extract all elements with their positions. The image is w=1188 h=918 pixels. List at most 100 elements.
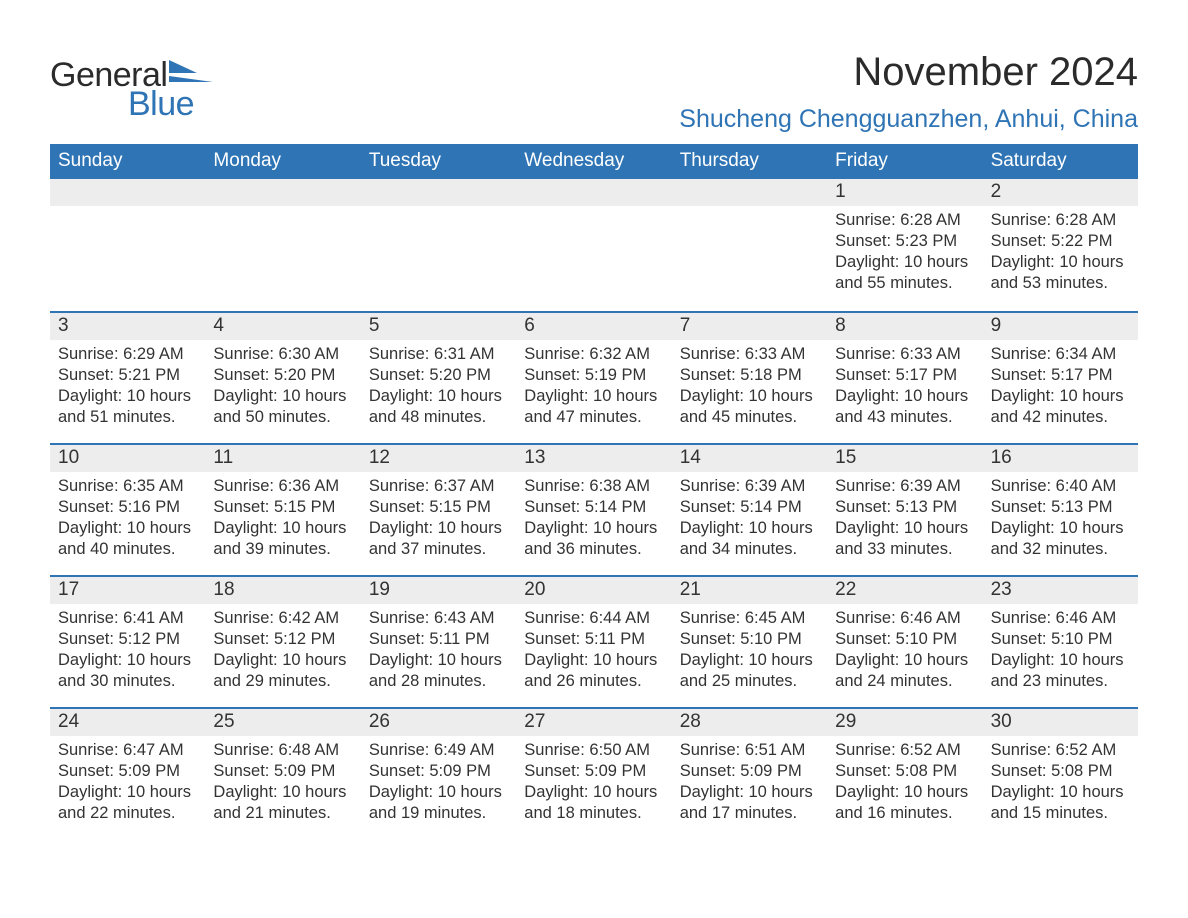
day-details: Sunrise: 6:28 AMSunset: 5:23 PMDaylight:… xyxy=(827,206,982,294)
daylight-line1: Daylight: 10 hours xyxy=(835,518,974,539)
day-details: Sunrise: 6:39 AMSunset: 5:13 PMDaylight:… xyxy=(827,472,982,560)
daylight-line1: Daylight: 10 hours xyxy=(991,782,1130,803)
sunset-text: Sunset: 5:21 PM xyxy=(58,365,197,386)
sunrise-text: Sunrise: 6:47 AM xyxy=(58,740,197,761)
sunrise-text: Sunrise: 6:39 AM xyxy=(835,476,974,497)
weekday-header-cell: Tuesday xyxy=(361,144,516,179)
daylight-line2: and 32 minutes. xyxy=(991,539,1130,560)
sunset-text: Sunset: 5:10 PM xyxy=(680,629,819,650)
calendar-empty-cell xyxy=(516,179,671,311)
daylight-line2: and 53 minutes. xyxy=(991,273,1130,294)
daylight-line2: and 17 minutes. xyxy=(680,803,819,824)
day-details: Sunrise: 6:52 AMSunset: 5:08 PMDaylight:… xyxy=(983,736,1138,824)
calendar-day-cell: 1Sunrise: 6:28 AMSunset: 5:23 PMDaylight… xyxy=(827,179,982,311)
sunrise-text: Sunrise: 6:46 AM xyxy=(991,608,1130,629)
day-details: Sunrise: 6:41 AMSunset: 5:12 PMDaylight:… xyxy=(50,604,205,692)
day-number-row-empty xyxy=(516,179,671,206)
daylight-line1: Daylight: 10 hours xyxy=(680,650,819,671)
calendar-empty-cell xyxy=(672,179,827,311)
sunset-text: Sunset: 5:17 PM xyxy=(835,365,974,386)
sunset-text: Sunset: 5:17 PM xyxy=(991,365,1130,386)
day-number: 19 xyxy=(361,575,516,604)
day-details: Sunrise: 6:42 AMSunset: 5:12 PMDaylight:… xyxy=(205,604,360,692)
calendar-day-cell: 11Sunrise: 6:36 AMSunset: 5:15 PMDayligh… xyxy=(205,443,360,575)
calendar-day-cell: 18Sunrise: 6:42 AMSunset: 5:12 PMDayligh… xyxy=(205,575,360,707)
daylight-line2: and 21 minutes. xyxy=(213,803,352,824)
day-number: 26 xyxy=(361,707,516,736)
day-details: Sunrise: 6:33 AMSunset: 5:17 PMDaylight:… xyxy=(827,340,982,428)
daylight-line1: Daylight: 10 hours xyxy=(991,650,1130,671)
page-header: General Blue November 2024 Shucheng Chen… xyxy=(50,50,1138,134)
sunset-text: Sunset: 5:22 PM xyxy=(991,231,1130,252)
daylight-line1: Daylight: 10 hours xyxy=(58,782,197,803)
daylight-line1: Daylight: 10 hours xyxy=(369,782,508,803)
sunrise-text: Sunrise: 6:28 AM xyxy=(835,210,974,231)
daylight-line1: Daylight: 10 hours xyxy=(213,518,352,539)
daylight-line1: Daylight: 10 hours xyxy=(524,386,663,407)
daylight-line2: and 40 minutes. xyxy=(58,539,197,560)
day-number: 20 xyxy=(516,575,671,604)
sunrise-text: Sunrise: 6:32 AM xyxy=(524,344,663,365)
day-details: Sunrise: 6:35 AMSunset: 5:16 PMDaylight:… xyxy=(50,472,205,560)
sunrise-text: Sunrise: 6:52 AM xyxy=(991,740,1130,761)
daylight-line1: Daylight: 10 hours xyxy=(369,650,508,671)
calendar-day-cell: 30Sunrise: 6:52 AMSunset: 5:08 PMDayligh… xyxy=(983,707,1138,839)
day-number-row-empty xyxy=(50,179,205,206)
daylight-line2: and 42 minutes. xyxy=(991,407,1130,428)
daylight-line2: and 48 minutes. xyxy=(369,407,508,428)
sunrise-text: Sunrise: 6:51 AM xyxy=(680,740,819,761)
day-number-row-empty xyxy=(672,179,827,206)
day-details: Sunrise: 6:34 AMSunset: 5:17 PMDaylight:… xyxy=(983,340,1138,428)
daylight-line2: and 28 minutes. xyxy=(369,671,508,692)
sunset-text: Sunset: 5:10 PM xyxy=(991,629,1130,650)
calendar-day-cell: 13Sunrise: 6:38 AMSunset: 5:14 PMDayligh… xyxy=(516,443,671,575)
sunrise-text: Sunrise: 6:33 AM xyxy=(835,344,974,365)
calendar-day-cell: 20Sunrise: 6:44 AMSunset: 5:11 PMDayligh… xyxy=(516,575,671,707)
daylight-line2: and 51 minutes. xyxy=(58,407,197,428)
daylight-line1: Daylight: 10 hours xyxy=(835,386,974,407)
calendar-day-cell: 28Sunrise: 6:51 AMSunset: 5:09 PMDayligh… xyxy=(672,707,827,839)
sunset-text: Sunset: 5:15 PM xyxy=(213,497,352,518)
sunrise-text: Sunrise: 6:33 AM xyxy=(680,344,819,365)
sunrise-text: Sunrise: 6:42 AM xyxy=(213,608,352,629)
day-details: Sunrise: 6:32 AMSunset: 5:19 PMDaylight:… xyxy=(516,340,671,428)
daylight-line2: and 22 minutes. xyxy=(58,803,197,824)
day-number: 6 xyxy=(516,311,671,340)
daylight-line1: Daylight: 10 hours xyxy=(524,518,663,539)
calendar-day-cell: 14Sunrise: 6:39 AMSunset: 5:14 PMDayligh… xyxy=(672,443,827,575)
day-number: 15 xyxy=(827,443,982,472)
weekday-header-cell: Monday xyxy=(205,144,360,179)
calendar-day-cell: 26Sunrise: 6:49 AMSunset: 5:09 PMDayligh… xyxy=(361,707,516,839)
daylight-line1: Daylight: 10 hours xyxy=(58,386,197,407)
day-number: 10 xyxy=(50,443,205,472)
day-number: 13 xyxy=(516,443,671,472)
daylight-line2: and 30 minutes. xyxy=(58,671,197,692)
daylight-line1: Daylight: 10 hours xyxy=(369,518,508,539)
daylight-line1: Daylight: 10 hours xyxy=(835,252,974,273)
sunrise-text: Sunrise: 6:49 AM xyxy=(369,740,508,761)
weekday-header-cell: Thursday xyxy=(672,144,827,179)
calendar-empty-cell xyxy=(50,179,205,311)
sunset-text: Sunset: 5:20 PM xyxy=(213,365,352,386)
day-number: 24 xyxy=(50,707,205,736)
day-details: Sunrise: 6:29 AMSunset: 5:21 PMDaylight:… xyxy=(50,340,205,428)
day-details: Sunrise: 6:48 AMSunset: 5:09 PMDaylight:… xyxy=(205,736,360,824)
daylight-line1: Daylight: 10 hours xyxy=(991,386,1130,407)
calendar-empty-cell xyxy=(205,179,360,311)
title-block: November 2024 Shucheng Chengguanzhen, An… xyxy=(679,50,1138,134)
sunset-text: Sunset: 5:20 PM xyxy=(369,365,508,386)
sunrise-text: Sunrise: 6:38 AM xyxy=(524,476,663,497)
calendar-day-cell: 23Sunrise: 6:46 AMSunset: 5:10 PMDayligh… xyxy=(983,575,1138,707)
day-number: 8 xyxy=(827,311,982,340)
day-details: Sunrise: 6:36 AMSunset: 5:15 PMDaylight:… xyxy=(205,472,360,560)
calendar-day-cell: 17Sunrise: 6:41 AMSunset: 5:12 PMDayligh… xyxy=(50,575,205,707)
sunset-text: Sunset: 5:09 PM xyxy=(213,761,352,782)
daylight-line2: and 29 minutes. xyxy=(213,671,352,692)
daylight-line1: Daylight: 10 hours xyxy=(991,518,1130,539)
daylight-line1: Daylight: 10 hours xyxy=(680,782,819,803)
daylight-line2: and 18 minutes. xyxy=(524,803,663,824)
calendar-day-cell: 6Sunrise: 6:32 AMSunset: 5:19 PMDaylight… xyxy=(516,311,671,443)
day-number: 18 xyxy=(205,575,360,604)
sunrise-text: Sunrise: 6:45 AM xyxy=(680,608,819,629)
daylight-line1: Daylight: 10 hours xyxy=(213,386,352,407)
